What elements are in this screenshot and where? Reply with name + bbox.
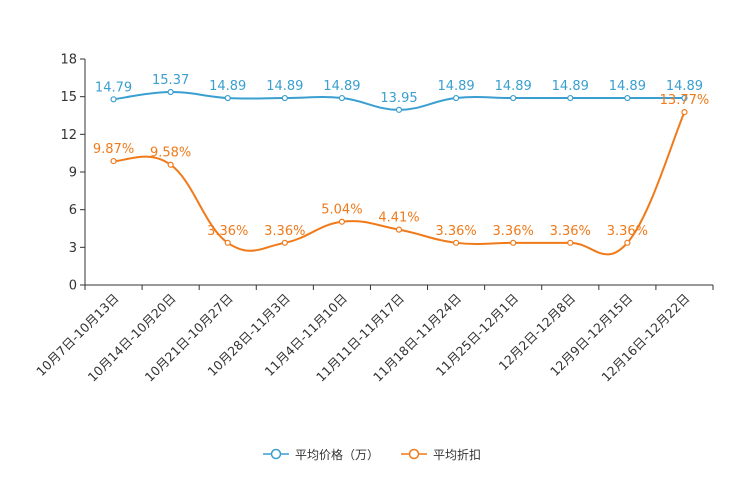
data-point-s1-5 — [395, 226, 403, 233]
series-line-1 — [113, 111, 686, 256]
data-point-s1-4 — [338, 218, 346, 225]
data-point-s0-2 — [224, 94, 231, 102]
data-label-s0-1: 15.37 — [152, 73, 189, 88]
data-point-s0-8 — [567, 94, 574, 102]
data-point-s1-10 — [681, 109, 688, 116]
data-label-s0-10: 14.89 — [666, 79, 703, 94]
data-point-s1-7 — [510, 239, 517, 246]
data-labels: 14.79 15.37 14.89 14.89 14.89 13.95 14.89 14.89… — [93, 73, 709, 239]
data-label-s0-0: 14.79 — [95, 80, 132, 95]
data-point-s0-7 — [510, 94, 517, 102]
data-label-s1-0: 9.87% — [93, 142, 134, 157]
data-label-s0-6: 14.89 — [437, 79, 474, 94]
data-point-s0-6 — [452, 94, 460, 102]
legend: 平均价格（万） 平均折扣 — [0, 444, 744, 464]
axes: 036912151810月7日-10月13日10月14日-10月20日10月21… — [33, 53, 714, 385]
data-label-s1-2: 3.36% — [207, 224, 248, 239]
data-point-s1-1 — [167, 161, 174, 168]
legend-discount-label: 平均折扣 — [433, 447, 482, 462]
data-label-s1-3: 3.36% — [264, 224, 305, 239]
y-tick-label-5: 15 — [60, 90, 77, 105]
data-point-s1-8 — [567, 239, 574, 246]
data-label-s1-5: 4.41% — [378, 211, 419, 226]
data-point-s0-4 — [338, 94, 346, 102]
data-label-s0-2: 14.89 — [209, 79, 246, 94]
data-label-s0-4: 14.89 — [323, 79, 360, 94]
data-label-s1-6: 3.36% — [435, 224, 476, 239]
data-point-s1-0 — [110, 157, 117, 165]
y-tick-label-0: 0 — [69, 279, 77, 294]
data-point-s0-3 — [281, 94, 288, 102]
legend-price-label: 平均价格（万） — [294, 447, 379, 462]
data-label-s1-4: 5.04% — [321, 203, 362, 218]
data-label-s0-7: 14.89 — [495, 79, 532, 94]
data-label-s0-5: 13.95 — [380, 91, 417, 106]
y-tick-label-6: 18 — [60, 53, 77, 68]
data-label-s1-8: 3.36% — [550, 224, 591, 239]
data-label-s1-10: 13.77% — [660, 93, 710, 108]
data-label-s1-7: 3.36% — [493, 224, 534, 239]
data-point-s0-9 — [624, 94, 631, 102]
series-points — [110, 88, 688, 246]
data-point-s0-1 — [167, 88, 174, 96]
data-point-s1-6 — [452, 239, 460, 246]
legend-item-price[interactable]: 平均价格（万） — [262, 446, 379, 463]
y-tick-label-1: 3 — [69, 241, 77, 256]
y-tick-label-4: 12 — [60, 128, 77, 143]
y-tick-label-2: 6 — [69, 203, 77, 218]
data-label-s0-9: 14.89 — [609, 79, 646, 94]
data-label-s0-8: 14.89 — [552, 79, 589, 94]
data-point-s0-0 — [110, 96, 117, 103]
data-label-s1-1: 9.58% — [150, 146, 191, 161]
data-point-s1-3 — [281, 239, 288, 246]
legend-item-discount[interactable]: 平均折扣 — [401, 446, 481, 463]
legend-price-line-icon — [262, 448, 289, 460]
data-point-s0-5 — [395, 106, 403, 113]
data-point-s0-10 — [681, 94, 688, 102]
legend-discount-line-icon — [401, 448, 427, 460]
data-label-s0-3: 14.89 — [266, 79, 303, 94]
data-point-s1-2 — [224, 239, 231, 246]
y-tick-label-3: 9 — [69, 166, 77, 181]
data-label-s1-9: 3.36% — [607, 224, 648, 239]
data-point-s1-9 — [624, 239, 631, 246]
